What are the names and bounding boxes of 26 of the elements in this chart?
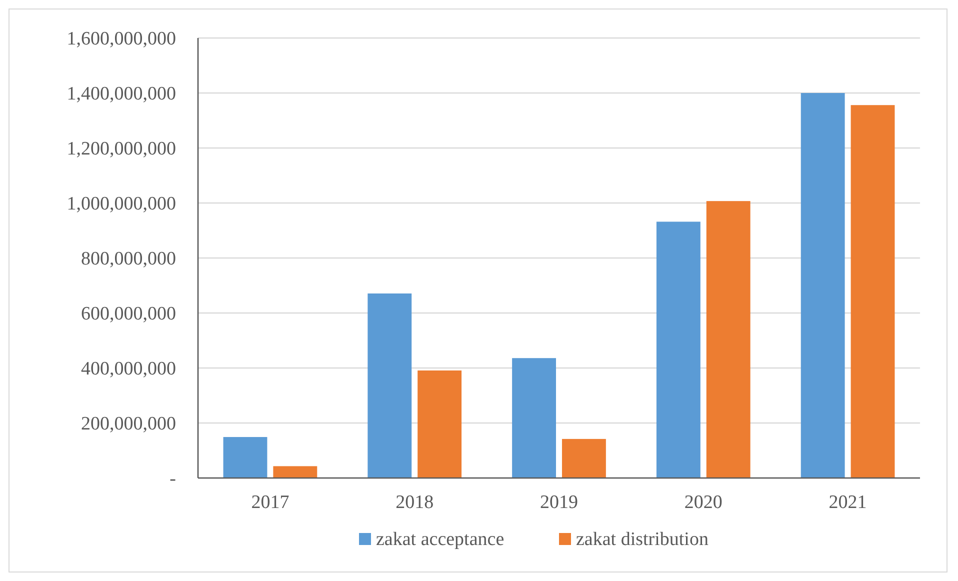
bar [368, 293, 412, 478]
y-tick-label: 1,600,000,000 [66, 28, 176, 50]
y-tick-label: 200,000,000 [81, 414, 176, 435]
legend-label: zakat distribution [576, 529, 709, 550]
bar [512, 358, 556, 478]
bar [656, 222, 700, 478]
bar [273, 466, 318, 478]
x-tick-label: 2019 [540, 492, 578, 513]
x-tick-label: 2018 [396, 492, 434, 513]
x-tick-label: 2021 [828, 492, 867, 513]
y-tick-label: 1,200,000,000 [66, 138, 176, 160]
bar [850, 105, 895, 478]
legend-label: zakat acceptance [376, 529, 504, 550]
x-tick-label: 2017 [251, 492, 290, 513]
x-tick-label: 2020 [684, 492, 722, 513]
y-tick-label: 800,000,000 [81, 248, 176, 270]
y-tick-label: 600,000,000 [81, 304, 176, 325]
bar [800, 93, 845, 478]
y-tick-label: 400,000,000 [81, 358, 176, 380]
bar [706, 201, 750, 478]
bar [223, 437, 268, 478]
bar [418, 370, 462, 478]
bar [562, 438, 606, 478]
y-tick-label: - [170, 468, 176, 490]
y-tick-label: 1,000,000,000 [66, 194, 176, 215]
y-tick-label: 1,400,000,000 [66, 84, 176, 105]
